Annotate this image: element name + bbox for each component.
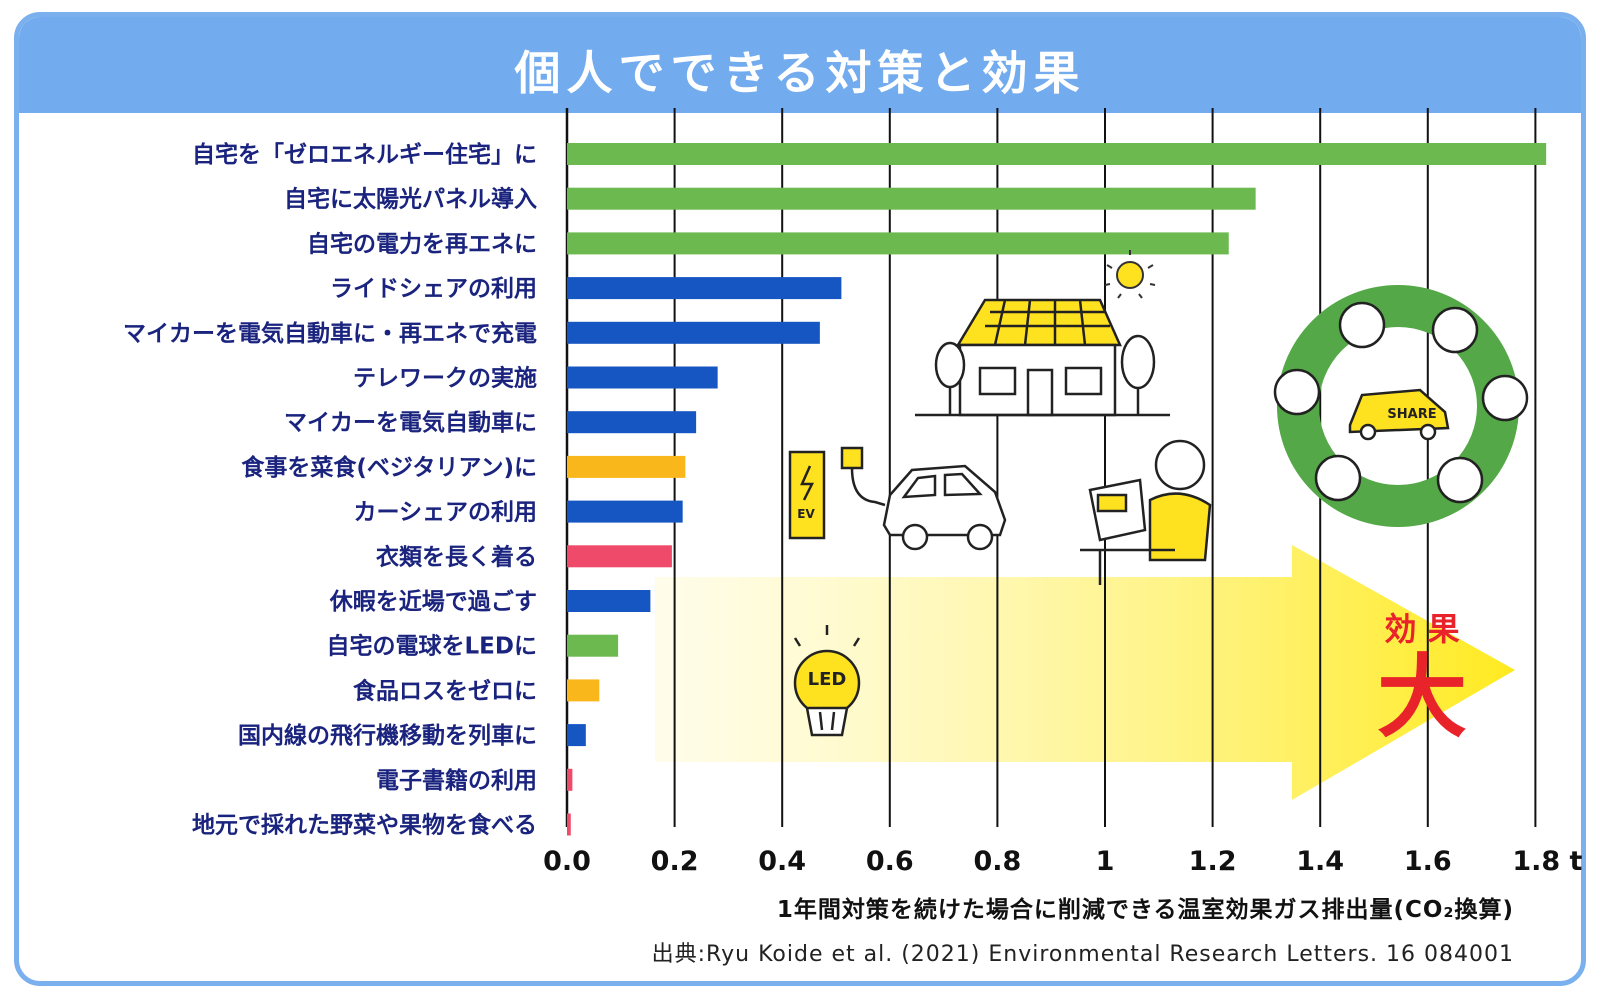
share-car-label: SHARE: [1387, 407, 1436, 422]
category-label: 食品ロスをゼロに: [353, 677, 537, 704]
effect-annotation-large: 大: [1377, 645, 1467, 750]
ev-label: EV: [797, 507, 815, 521]
bar: [567, 500, 683, 523]
chart-title: 個人でできる対策と効果: [514, 46, 1086, 100]
rideshare-ring-icon: SHARE: [1273, 285, 1529, 527]
category-label: 衣類を長く着る: [376, 543, 537, 570]
sun-icon: [1104, 250, 1156, 299]
effect-arrow: [655, 545, 1515, 800]
category-label: 自宅の電球をLEDに: [327, 633, 537, 660]
bar: [567, 813, 571, 836]
category-label: ライドシェアの利用: [330, 276, 537, 302]
x-axis-label: 1年間対策を続けた場合に削減できる温室効果ガス排出量(CO₂換算): [776, 897, 1514, 923]
bar: [567, 634, 619, 657]
x-tick-label: 0.2: [651, 846, 699, 877]
bar: [567, 232, 1229, 255]
bars: [567, 143, 1547, 836]
x-tick-label: 0.8: [973, 846, 1021, 877]
x-tick-label: 0.4: [758, 846, 806, 877]
telework-person-icon: [1080, 439, 1212, 585]
x-tick-label: 0.0: [543, 846, 591, 877]
category-label: マイカーを電気自動車に・再エネで充電: [123, 320, 537, 347]
x-tick-labels: 0.0 0.2 0.4 0.6 0.8 1 1.2 1.4 1.6 1.8 t: [543, 846, 1582, 877]
bar: [567, 724, 586, 747]
solar-house-icon: [915, 298, 1170, 417]
category-label: カーシェアの利用: [353, 500, 537, 526]
category-label: 電子書籍の利用: [376, 767, 537, 794]
category-label: 国内線の飛行機移動を列車に: [238, 722, 537, 749]
category-label: テレワークの実施: [353, 365, 537, 392]
effect-annotation-small: 効 果: [1384, 610, 1459, 648]
category-label: 自宅を「ゼロエネルギー住宅」に: [192, 141, 537, 168]
title-bar: 個人でできる対策と効果: [19, 17, 1581, 113]
category-label: 自宅に太陽光パネル導入: [284, 186, 537, 213]
bar: [567, 411, 697, 434]
bar: [567, 590, 651, 612]
bar: [567, 545, 672, 568]
bar: [567, 679, 600, 702]
electric-car-icon: [882, 464, 1007, 551]
category-label: マイカーを電気自動車に: [284, 409, 537, 436]
bar: [567, 143, 1547, 165]
category-label: 食事を菜食(ベジタリアン)に: [241, 454, 537, 481]
bar: [567, 455, 686, 478]
bar: [567, 277, 842, 300]
category-label: 地元で採れた野菜や果物を食べる: [192, 812, 537, 839]
category-labels: 自宅を「ゼロエネルギー住宅」に自宅に太陽光パネル導入自宅の電力を再エネにライドシ…: [123, 141, 537, 839]
x-tick-label: 1.2: [1189, 846, 1237, 877]
x-tick-label: 1: [1096, 846, 1115, 877]
led-bulb-icon: LED: [793, 625, 861, 737]
x-tick-label: 1.4: [1296, 846, 1344, 877]
ev-charger-icon: EV: [788, 446, 886, 540]
bar: [567, 768, 573, 791]
bar: [567, 187, 1256, 210]
led-label: LED: [808, 669, 847, 690]
source-citation: 出典:Ryu Koide et al. (2021) Environmental…: [651, 942, 1514, 967]
category-label: 自宅の電力を再エネに: [307, 230, 537, 257]
x-tick-label: 1.6: [1404, 846, 1452, 877]
x-tick-label: 0.6: [866, 846, 914, 877]
category-label: 休暇を近場で過ごす: [329, 588, 537, 615]
x-tick-label: 1.8 t: [1512, 846, 1582, 877]
bar: [567, 321, 820, 344]
bar: [567, 366, 718, 389]
